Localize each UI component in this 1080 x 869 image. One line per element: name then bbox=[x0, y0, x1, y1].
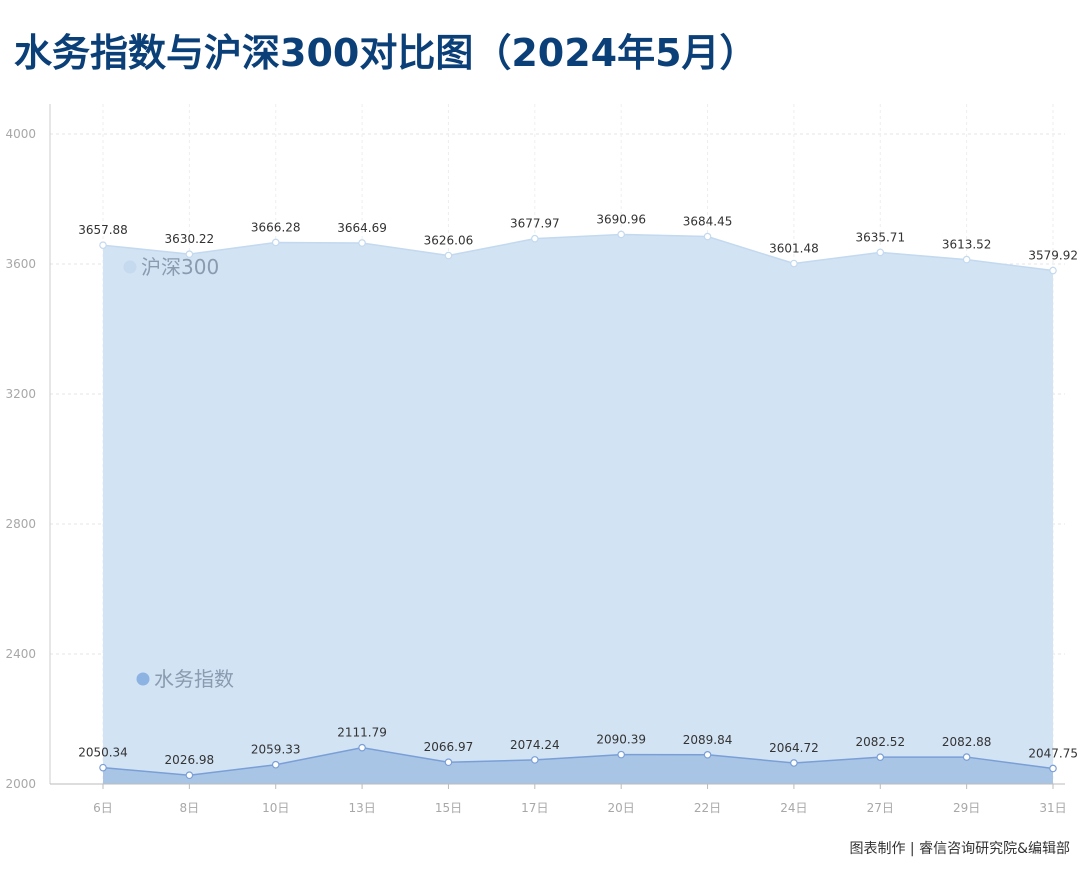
data-labels: 3657.88 3630.22 3666.28 3664.69 3626.06 3677.… bbox=[78, 212, 1078, 767]
chart-title: 水务指数与沪深300对比图（2024年5月） bbox=[14, 31, 758, 75]
data-point bbox=[962, 255, 971, 264]
series-line-0 bbox=[102, 233, 1054, 272]
data-point bbox=[876, 248, 885, 257]
data-point bbox=[790, 259, 798, 268]
y-tick-label: 2400 bbox=[5, 647, 36, 661]
data-label: 3626.06 bbox=[424, 234, 474, 248]
data-label: 2074.24 bbox=[510, 738, 560, 752]
data-label: 3684.45 bbox=[683, 215, 733, 229]
data-label: 2089.84 bbox=[683, 733, 733, 747]
chart-credit: 图表制作 | 睿信咨询研究院&编辑部 bbox=[849, 841, 1070, 857]
data-label: 3677.97 bbox=[510, 217, 560, 231]
data-label: 2082.52 bbox=[855, 735, 905, 749]
x-tick-label: 17日 bbox=[521, 801, 548, 815]
x-tick-label: 29日 bbox=[953, 801, 980, 815]
data-point bbox=[703, 232, 712, 241]
data-label: 3579.92 bbox=[1028, 249, 1078, 263]
y-tick-label: 4000 bbox=[5, 127, 36, 141]
data-label: 2064.72 bbox=[769, 741, 819, 755]
data-point bbox=[703, 751, 712, 759]
data-label: 3601.48 bbox=[769, 242, 819, 256]
series-label-0: 沪深300 bbox=[141, 255, 219, 279]
x-tick-label: 24日 bbox=[780, 801, 807, 815]
data-label: 2066.97 bbox=[424, 740, 474, 754]
data-label: 2090.39 bbox=[596, 733, 646, 747]
data-point bbox=[271, 760, 280, 769]
series-area-0 bbox=[103, 234, 1053, 785]
data-point bbox=[99, 763, 107, 772]
x-tick-label: 10日 bbox=[262, 801, 289, 815]
data-label: 3664.69 bbox=[337, 221, 387, 235]
data-point bbox=[185, 771, 194, 780]
data-label: 2026.98 bbox=[165, 753, 215, 767]
data-point bbox=[185, 250, 194, 258]
data-label: 3690.96 bbox=[596, 212, 646, 226]
data-point bbox=[531, 234, 539, 243]
series-line-1 bbox=[102, 746, 1054, 776]
data-point bbox=[962, 753, 971, 761]
y-tick-label: 2000 bbox=[5, 777, 36, 791]
data-point bbox=[444, 251, 453, 260]
data-point bbox=[531, 756, 539, 764]
x-tick-label: 15日 bbox=[435, 801, 462, 815]
data-label: 3630.22 bbox=[165, 232, 215, 246]
x-tick-label: 27日 bbox=[867, 801, 894, 815]
x-tick-label: 20日 bbox=[608, 801, 635, 815]
data-label: 3613.52 bbox=[942, 238, 992, 252]
data-point bbox=[444, 758, 453, 767]
data-label: 2047.75 bbox=[1028, 746, 1078, 760]
data-point bbox=[99, 241, 107, 249]
data-point bbox=[1049, 266, 1057, 275]
x-tick-label: 8日 bbox=[180, 801, 200, 815]
data-label: 2050.34 bbox=[78, 746, 128, 760]
data-point bbox=[790, 759, 798, 767]
data-label: 3666.28 bbox=[251, 220, 301, 234]
x-tick-label: 22日 bbox=[694, 801, 721, 815]
series-label-1: 水务指数 bbox=[154, 667, 234, 691]
series-label-dot-0 bbox=[123, 260, 137, 274]
x-tick-label: 13日 bbox=[348, 801, 375, 815]
series-label-dot-1 bbox=[136, 672, 150, 686]
data-point bbox=[358, 239, 366, 247]
data-label: 2111.79 bbox=[337, 726, 387, 740]
series-layer bbox=[99, 230, 1057, 785]
data-point bbox=[617, 230, 625, 239]
data-label: 3635.71 bbox=[855, 230, 905, 244]
y-tick-label: 3600 bbox=[5, 257, 36, 271]
x-tick-label: 31日 bbox=[1039, 801, 1066, 815]
axes: 2000 2400 2800 3200 3600 4000 6日 8日 10日 13日 15日 17日… bbox=[5, 104, 1067, 815]
data-label: 2059.33 bbox=[251, 743, 301, 757]
series-labels: 沪深300 水务指数 bbox=[123, 255, 234, 691]
data-point bbox=[617, 750, 625, 759]
x-tick-label: 6日 bbox=[93, 801, 113, 815]
data-point bbox=[876, 753, 885, 761]
y-tick-label: 3200 bbox=[5, 387, 36, 401]
data-point bbox=[1049, 764, 1057, 773]
series-area-1 bbox=[103, 747, 1053, 784]
data-label: 3657.88 bbox=[78, 223, 128, 237]
y-tick-label: 2800 bbox=[5, 517, 36, 531]
data-point bbox=[271, 238, 280, 247]
data-label: 2082.88 bbox=[942, 735, 992, 749]
data-point bbox=[358, 743, 366, 752]
